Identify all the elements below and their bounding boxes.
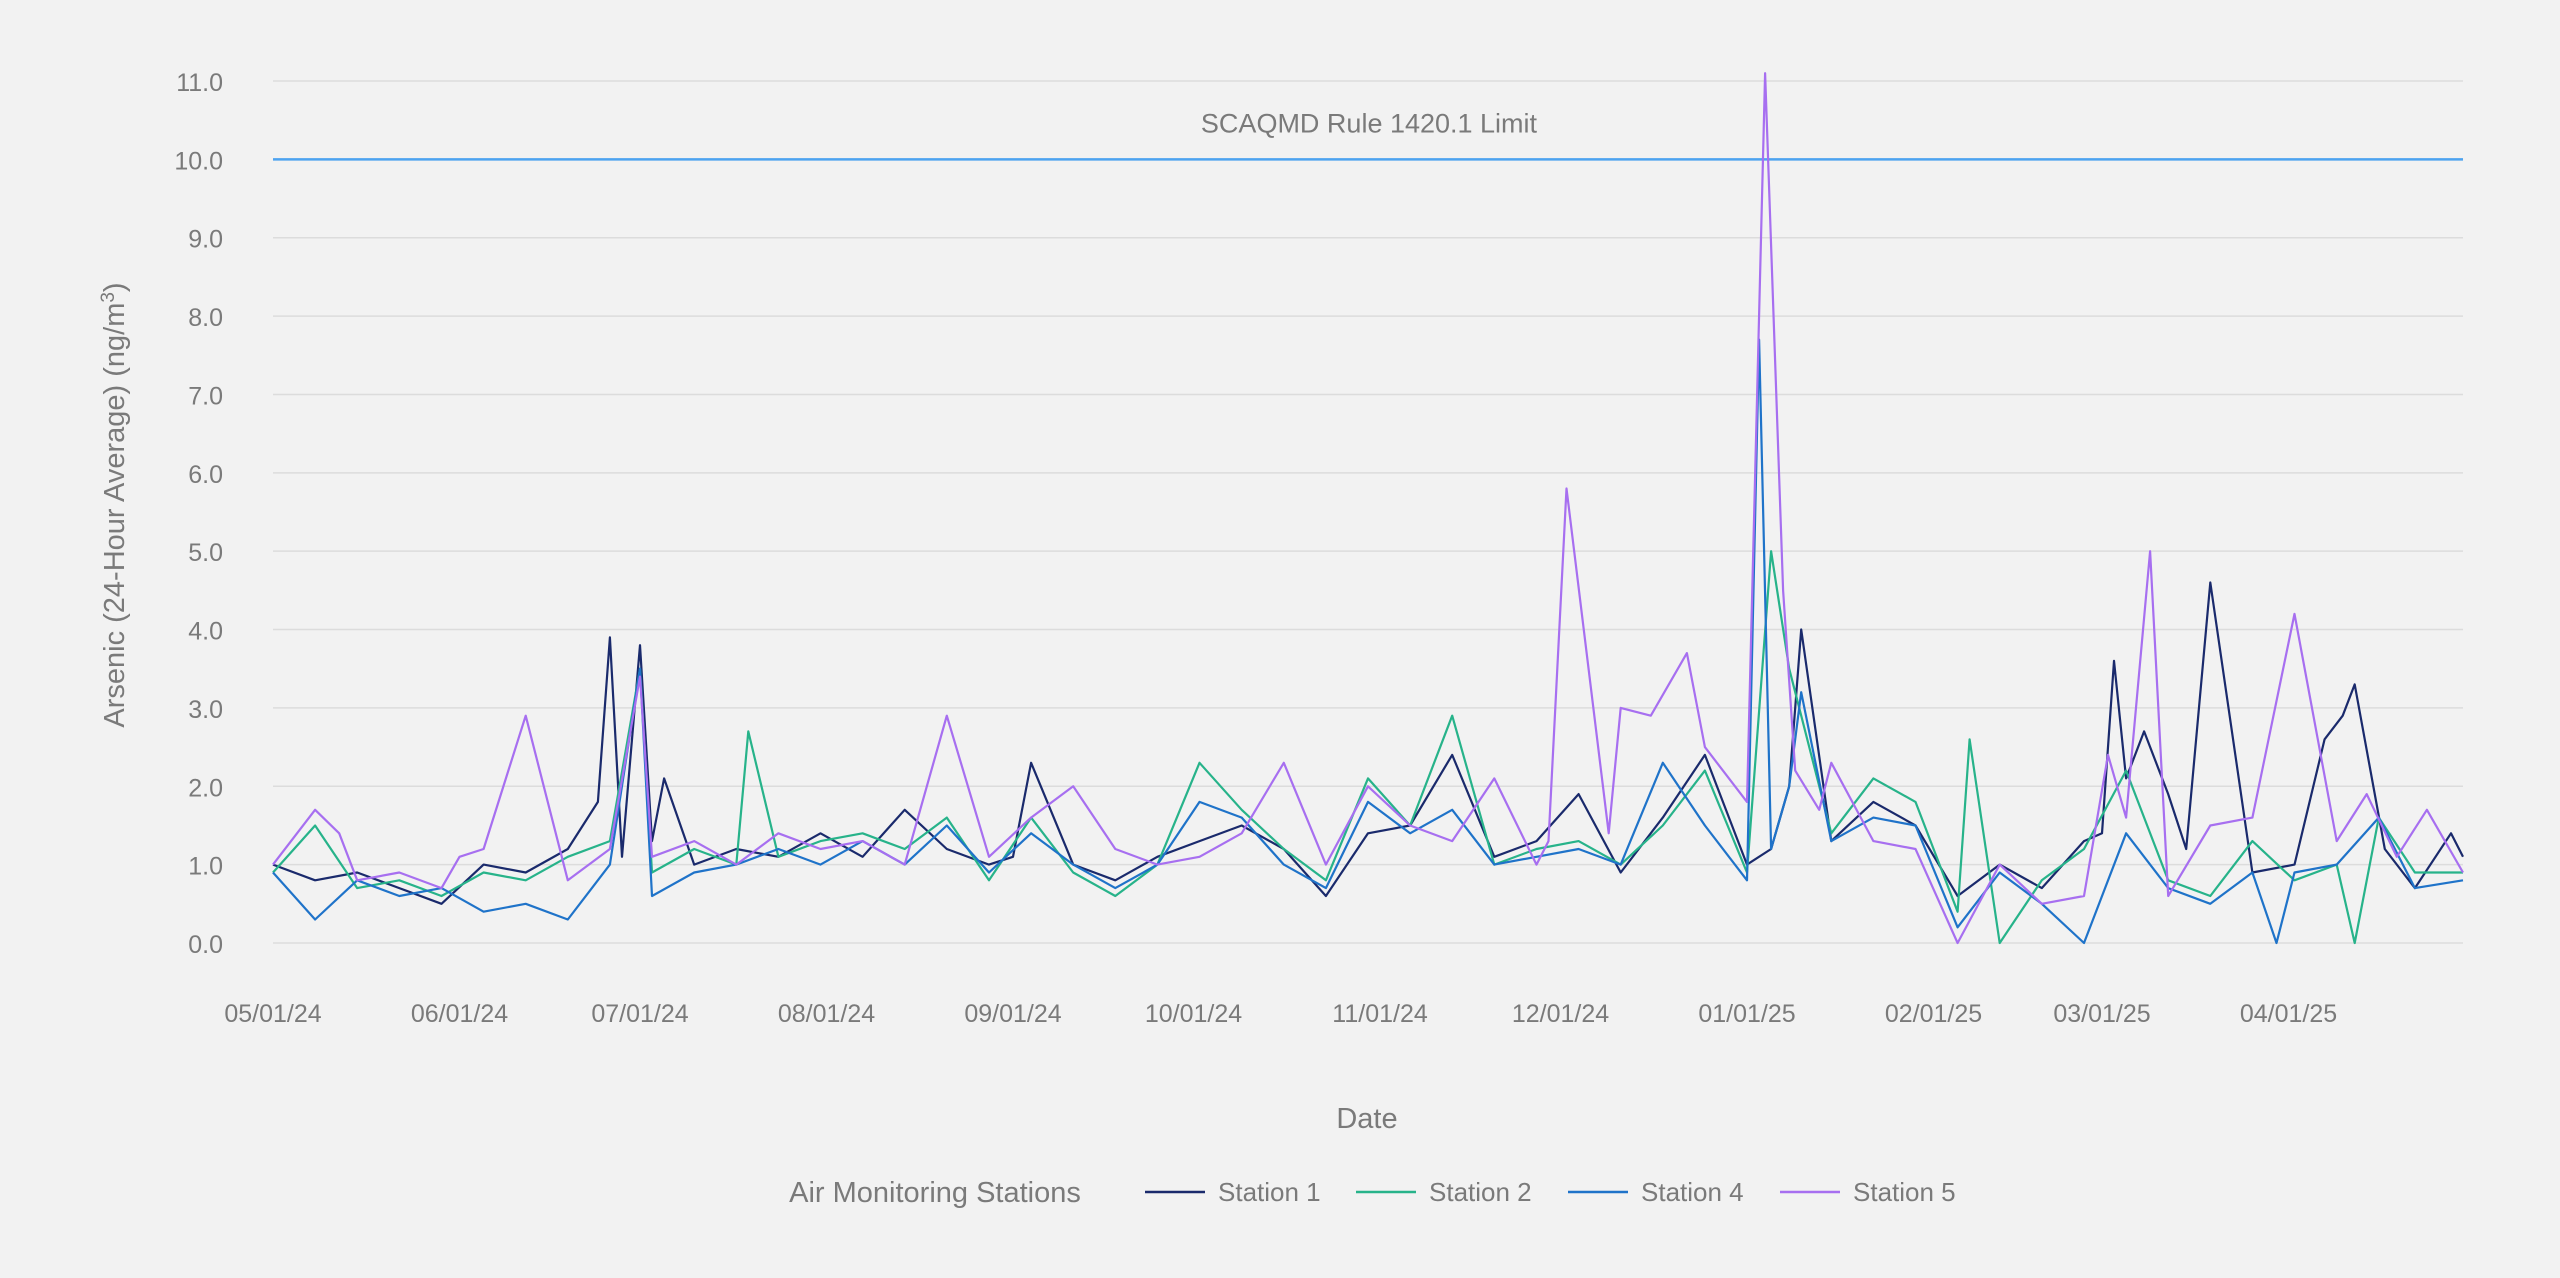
legend-label: Station 1 (1218, 1177, 1321, 1207)
legend: Air Monitoring Stations Station 1 Station… (789, 1177, 1956, 1209)
y-tick-label: 9.0 (188, 226, 223, 254)
x-tick-label: 05/01/24 (224, 1000, 321, 1028)
y-tick-label: 0.0 (188, 931, 223, 959)
legend-item[interactable]: Station 4 (1568, 1177, 1744, 1207)
y-tick-labels: 0.0 1.0 2.0 3.0 4.0 5.0 6.0 7.0 8.0 9.0 10.0 11.0 (174, 69, 223, 959)
x-tick-label: 07/01/24 (591, 1000, 688, 1028)
series-line-station-1 (272, 581, 2464, 905)
legend-item[interactable]: Station 2 (1356, 1177, 1532, 1207)
x-tick-label: 06/01/24 (411, 1000, 508, 1028)
y-tick-label: 3.0 (188, 696, 223, 724)
x-tick-label: 03/01/25 (2053, 1000, 2150, 1028)
x-axis-title: Date (1336, 1103, 1397, 1135)
legend-label: Station 2 (1429, 1177, 1532, 1207)
y-tick-label: 11.0 (176, 69, 223, 97)
x-tick-label: 08/01/24 (778, 1000, 875, 1028)
x-tick-label: 10/01/24 (1145, 1000, 1242, 1028)
x-tick-label: 01/01/25 (1698, 1000, 1795, 1028)
x-tick-labels: 05/01/24 06/01/24 07/01/24 08/01/24 09/01/24… (224, 1000, 2337, 1028)
x-tick-label: 02/01/25 (1885, 1000, 1982, 1028)
y-tick-label: 2.0 (188, 774, 223, 802)
y-tick-label: 7.0 (188, 382, 223, 410)
legend-item[interactable]: Station 5 (1780, 1177, 1956, 1207)
reference-line-label: SCAQMD Rule 1420.1 Limit (1201, 108, 1538, 138)
x-tick-label: 12/01/24 (1512, 1000, 1609, 1028)
y-tick-label: 10.0 (174, 147, 223, 175)
legend-item[interactable]: Station 1 (1145, 1177, 1321, 1207)
x-tick-label: 04/01/25 (2240, 1000, 2337, 1028)
y-tick-label: 1.0 (188, 853, 223, 881)
legend-label: Station 4 (1641, 1177, 1744, 1207)
y-tick-label: 5.0 (188, 539, 223, 567)
legend-label: Station 5 (1853, 1177, 1956, 1207)
series-layer (272, 72, 2464, 945)
y-axis-title-tail: ) (99, 282, 131, 292)
y-tick-label: 8.0 (188, 304, 223, 332)
grid-layer (273, 80, 2463, 944)
y-tick-label: 4.0 (188, 618, 223, 646)
x-tick-label: 11/01/24 (1332, 1000, 1428, 1028)
y-axis-title-superscript: 3 (98, 292, 119, 303)
y-tick-label: 6.0 (188, 461, 223, 489)
y-axis-title-main: Arsenic (24-Hour Average) (ng/m (99, 303, 131, 728)
legend-title: Air Monitoring Stations (789, 1177, 1081, 1209)
y-axis-title: Arsenic (24-Hour Average) (ng/m3) (98, 282, 131, 727)
x-tick-label: 09/01/24 (964, 1000, 1061, 1028)
reference-line-group: SCAQMD Rule 1420.1 Limit (273, 108, 2463, 161)
series-line-station-4 (272, 338, 2464, 945)
series-line-station-5 (272, 72, 2464, 945)
